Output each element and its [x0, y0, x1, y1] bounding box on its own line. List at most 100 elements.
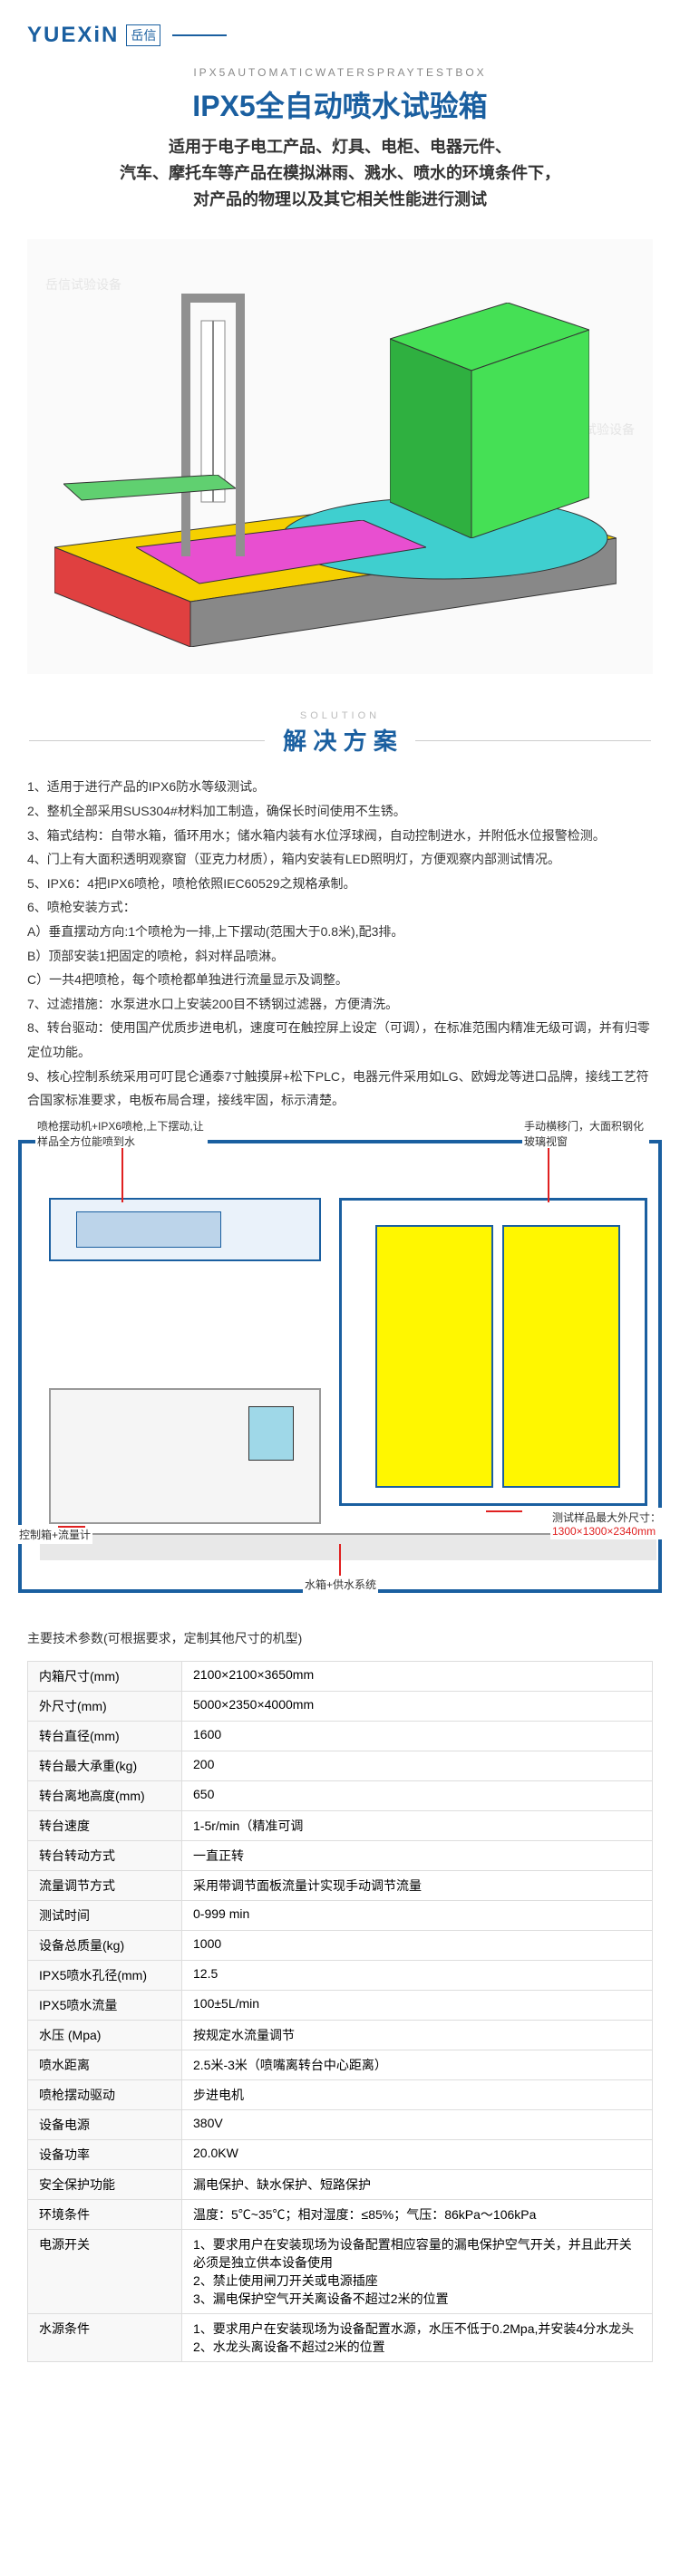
table-row: 转台直径(mm)1600 [28, 1721, 653, 1751]
param-value: 步进电机 [182, 2079, 653, 2109]
param-key: 转台离地高度(mm) [28, 1780, 182, 1810]
title-desc: 适用于电子电工产品、灯具、电柜、电器元件、 汽车、摩托车等产品在模拟淋雨、溅水、… [27, 134, 653, 212]
param-value: 650 [182, 1780, 653, 1810]
watermark: 岳信试验设备 [45, 275, 121, 294]
param-value: 1000 [182, 1930, 653, 1960]
param-value: 20.0KW [182, 2139, 653, 2169]
table-row: IPX5喷水流量100±5L/min [28, 1990, 653, 2020]
spec-note: 主要技术参数(可根据要求，定制其他尺寸的机型) [0, 1620, 680, 1656]
diagram: 喷枪摆动机+IPX6喷枪,上下摆动,让样品全方位能喷到水 手动横移门，大面积钢化… [18, 1140, 662, 1593]
table-row: 喷水距离2.5米-3米（喷嘴离转台中心距离） [28, 2050, 653, 2079]
table-row: 水源条件1、要求用户在安装现场为设备配置水源，水压不低于0.2Mpa,并安装4分… [28, 2313, 653, 2361]
table-row: 设备总质量(kg)1000 [28, 1930, 653, 1960]
table-row: 外尺寸(mm)5000×2350×4000mm [28, 1691, 653, 1721]
logo-cn: 岳信 [126, 24, 160, 46]
callout-sample-label: 测试样品最大外尺寸： [552, 1511, 661, 1524]
param-value: 200 [182, 1751, 653, 1780]
desc-line-2: 汽车、摩托车等产品在模拟淋雨、溅水、喷水的环境条件下， [63, 160, 617, 187]
params-table: 内箱尺寸(mm)2100×2100×3650mm外尺寸(mm)5000×2350… [27, 1661, 653, 2362]
table-row: IPX5喷水孔径(mm)12.5 [28, 1960, 653, 1990]
spec-line: B）顶部安装1把固定的喷枪，斜对样品喷淋。 [27, 944, 653, 969]
callout-sample-dim: 1300×1300×2340mm [552, 1525, 656, 1538]
logo-en: YUEXiN [27, 23, 119, 48]
solution-en: SOLUTION [0, 710, 680, 721]
desc-line-3: 对产品的物理以及其它相关性能进行测试 [63, 187, 617, 213]
param-value: 1600 [182, 1721, 653, 1751]
param-key: 转台转动方式 [28, 1840, 182, 1870]
render-frame [181, 294, 245, 556]
param-value: 按规定水流量调节 [182, 2020, 653, 2050]
render-greenbar [63, 475, 236, 502]
main-title: IPX5全自动喷水试验箱 [27, 83, 653, 125]
spec-line: 2、整机全部采用SUS304#材料加工制造，确保长时间使用不生锈。 [27, 799, 653, 824]
solution-header: SOLUTION 解 决 方 案 [0, 710, 680, 757]
param-key: 环境条件 [28, 2199, 182, 2229]
table-row: 设备功率20.0KW [28, 2139, 653, 2169]
param-key: 喷水距离 [28, 2050, 182, 2079]
param-value: 2100×2100×3650mm [182, 1661, 653, 1691]
spec-line: 4、门上有大面积透明观察窗（亚克力材质），箱内安装有LED照明灯，方便观察内部测… [27, 847, 653, 872]
leader-line [486, 1510, 522, 1512]
diagram-door-right [502, 1225, 620, 1488]
render-pink [136, 520, 426, 602]
logo-line [172, 34, 227, 36]
param-key: 设备电源 [28, 2109, 182, 2139]
param-value: 100±5L/min [182, 1990, 653, 2020]
param-value: 0-999 min [182, 1900, 653, 1930]
diagram-door-left [375, 1225, 493, 1488]
param-key: 安全保护功能 [28, 2169, 182, 2199]
table-row: 电源开关1、要求用户在安装现场为设备配置相应容量的漏电保护空气开关，并且此开关必… [28, 2229, 653, 2313]
spec-line: 6、喷枪安装方式： [27, 895, 653, 920]
sub-en: IPX5AUTOMATICWATERSPRAYTESTBOX [27, 66, 653, 79]
table-row: 设备电源380V [28, 2109, 653, 2139]
param-key: 外尺寸(mm) [28, 1691, 182, 1721]
param-key: 测试时间 [28, 1900, 182, 1930]
spec-list: 1、适用于进行产品的IPX6防水等级测试。2、整机全部采用SUS304#材料加工… [0, 775, 680, 1112]
param-key: 水源条件 [28, 2313, 182, 2361]
leader-line [121, 1148, 123, 1202]
param-key: 转台速度 [28, 1810, 182, 1840]
spec-line: 8、转台驱动：使用国产优质步进电机，速度可在触控屏上设定（可调），在标准范围内精… [27, 1016, 653, 1064]
leader-line [58, 1526, 85, 1528]
callout-spray: 喷枪摆动机+IPX6喷枪,上下摆动,让样品全方位能喷到水 [35, 1116, 208, 1151]
param-value: 温度：5℃~35℃；相对湿度：≤85%；气压：86kPa～106kPa [182, 2199, 653, 2229]
table-row: 转台转动方式一直正转 [28, 1840, 653, 1870]
param-key: 转台直径(mm) [28, 1721, 182, 1751]
leader-line [548, 1148, 549, 1202]
diagram-spray-unit [76, 1211, 221, 1248]
table-row: 转台离地高度(mm)650 [28, 1780, 653, 1810]
table-row: 喷枪摆动驱动步进电机 [28, 2079, 653, 2109]
callout-sample-size: 测试样品最大外尺寸： 1300×1300×2340mm [550, 1508, 663, 1539]
param-value: 一直正转 [182, 1840, 653, 1870]
param-value: 12.5 [182, 1960, 653, 1990]
param-value: 5000×2350×4000mm [182, 1691, 653, 1721]
param-key: IPX5喷水孔径(mm) [28, 1960, 182, 1990]
spec-line: C）一共4把喷枪，每个喷枪都单独进行流量显示及调整。 [27, 968, 653, 992]
table-row: 转台速度1-5r/min（精准可调 [28, 1810, 653, 1840]
table-row: 安全保护功能漏电保护、缺水保护、短路保护 [28, 2169, 653, 2199]
table-row: 内箱尺寸(mm)2100×2100×3650mm [28, 1661, 653, 1691]
param-key: 设备功率 [28, 2139, 182, 2169]
table-row: 测试时间0-999 min [28, 1900, 653, 1930]
spec-line: 7、过滤措施：水泵进水口上安装200目不锈钢过滤器，方便清洗。 [27, 992, 653, 1017]
param-key: 设备总质量(kg) [28, 1930, 182, 1960]
callout-tank: 水箱+供水系统 [303, 1575, 378, 1594]
diagram-screen [248, 1406, 294, 1461]
param-value: 380V [182, 2109, 653, 2139]
table-row: 转台最大承重(kg)200 [28, 1751, 653, 1780]
param-key: 流量调节方式 [28, 1870, 182, 1900]
desc-line-1: 适用于电子电工产品、灯具、电柜、电器元件、 [63, 134, 617, 160]
param-value: 漏电保护、缺水保护、短路保护 [182, 2169, 653, 2199]
callout-door: 手动横移门，大面积钢化玻璃视窗 [522, 1116, 649, 1151]
table-row: 水压 (Mpa)按规定水流量调节 [28, 2020, 653, 2050]
param-value: 1、要求用户在安装现场为设备配置水源，水压不低于0.2Mpa,并安装4分水龙头 … [182, 2313, 653, 2361]
param-key: 喷枪摆动驱动 [28, 2079, 182, 2109]
logo: YUEXiN 岳信 [27, 23, 653, 48]
param-value: 1-5r/min（精准可调 [182, 1810, 653, 1840]
param-key: 转台最大承重(kg) [28, 1751, 182, 1780]
param-value: 2.5米-3米（喷嘴离转台中心距离） [182, 2050, 653, 2079]
render-greenbox [390, 303, 589, 538]
spec-line: 9、核心控制系统采用可叮昆仑通泰7寸触摸屏+松下PLC，电器元件采用如LG、欧姆… [27, 1065, 653, 1113]
param-value: 1、要求用户在安装现场为设备配置相应容量的漏电保护空气开关，并且此开关必须是独立… [182, 2229, 653, 2313]
param-key: 电源开关 [28, 2229, 182, 2313]
